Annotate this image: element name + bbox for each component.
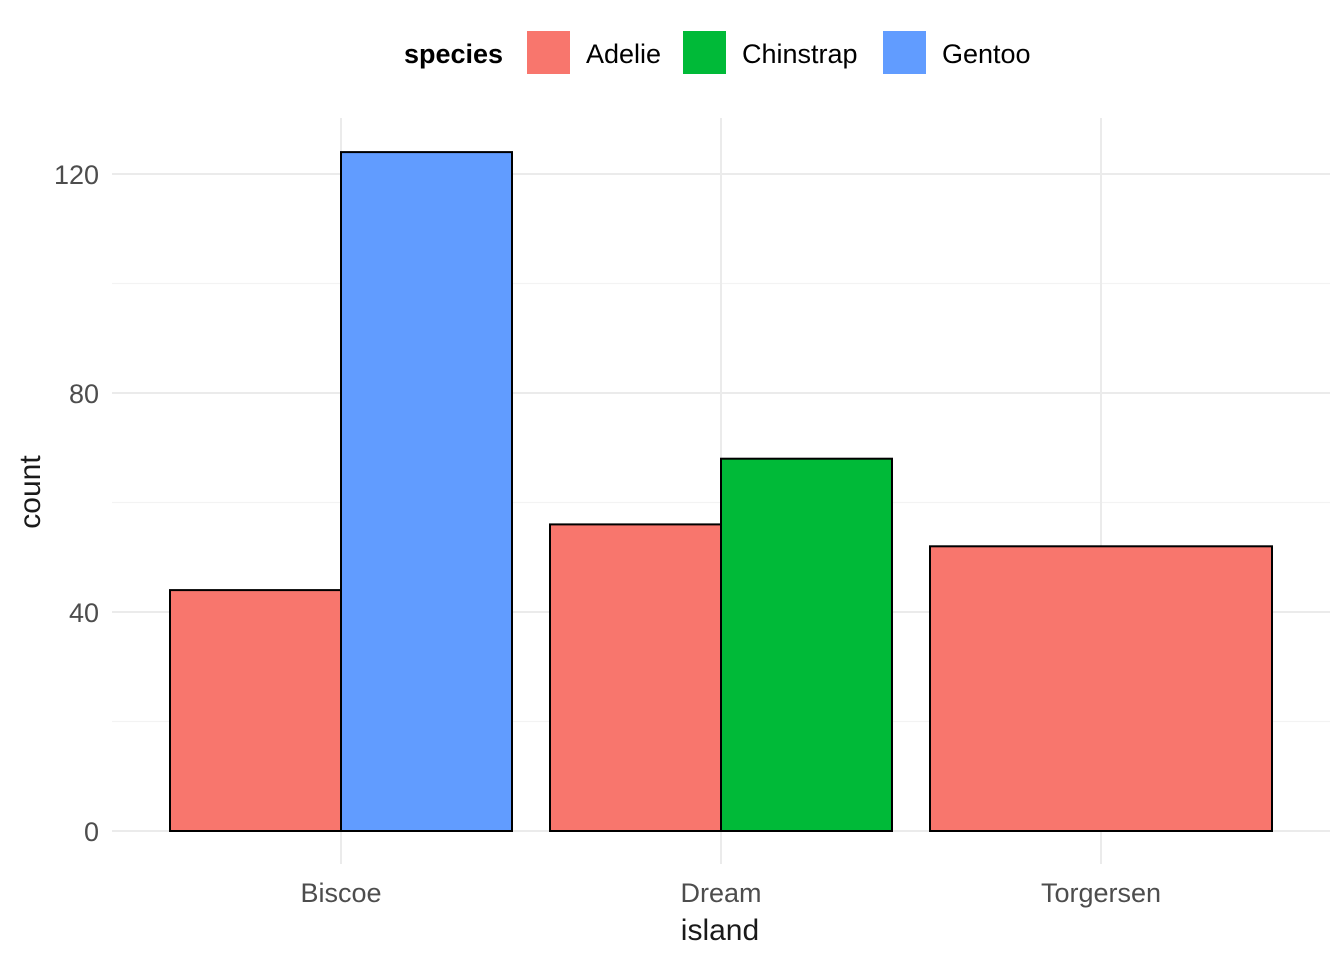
- x-axis: Biscoe Dream Torgersen: [300, 878, 1161, 908]
- legend: species Adelie Chinstrap Gentoo: [404, 31, 1031, 74]
- x-tick-label-dream: Dream: [680, 878, 761, 908]
- legend-key-gentoo: [883, 31, 926, 74]
- legend-title: species: [404, 39, 503, 69]
- y-tick-label: 80: [69, 379, 99, 409]
- legend-label-gentoo: Gentoo: [942, 39, 1031, 69]
- bars: [169, 151, 1273, 833]
- x-tick-label-torgersen: Torgersen: [1041, 878, 1161, 908]
- y-tick-label: 40: [69, 598, 99, 628]
- bar-biscoe-gentoo: [340, 151, 513, 833]
- bar-biscoe-adelie: [169, 589, 342, 832]
- x-tick-label-biscoe: Biscoe: [300, 878, 381, 908]
- y-tick-label: 0: [84, 817, 99, 847]
- y-tick-label: 120: [54, 160, 99, 190]
- y-axis: 0 40 80 120: [54, 160, 99, 847]
- y-axis-title: count: [14, 455, 47, 529]
- legend-label-chinstrap: Chinstrap: [742, 39, 858, 69]
- legend-label-adelie: Adelie: [586, 39, 661, 69]
- bar-dream-chinstrap: [720, 457, 893, 832]
- bar-torgersen-adelie: [929, 545, 1273, 832]
- legend-key-adelie: [527, 31, 570, 74]
- bar-dream-adelie: [549, 523, 722, 833]
- legend-key-chinstrap: [683, 31, 726, 74]
- x-axis-title: island: [681, 914, 759, 947]
